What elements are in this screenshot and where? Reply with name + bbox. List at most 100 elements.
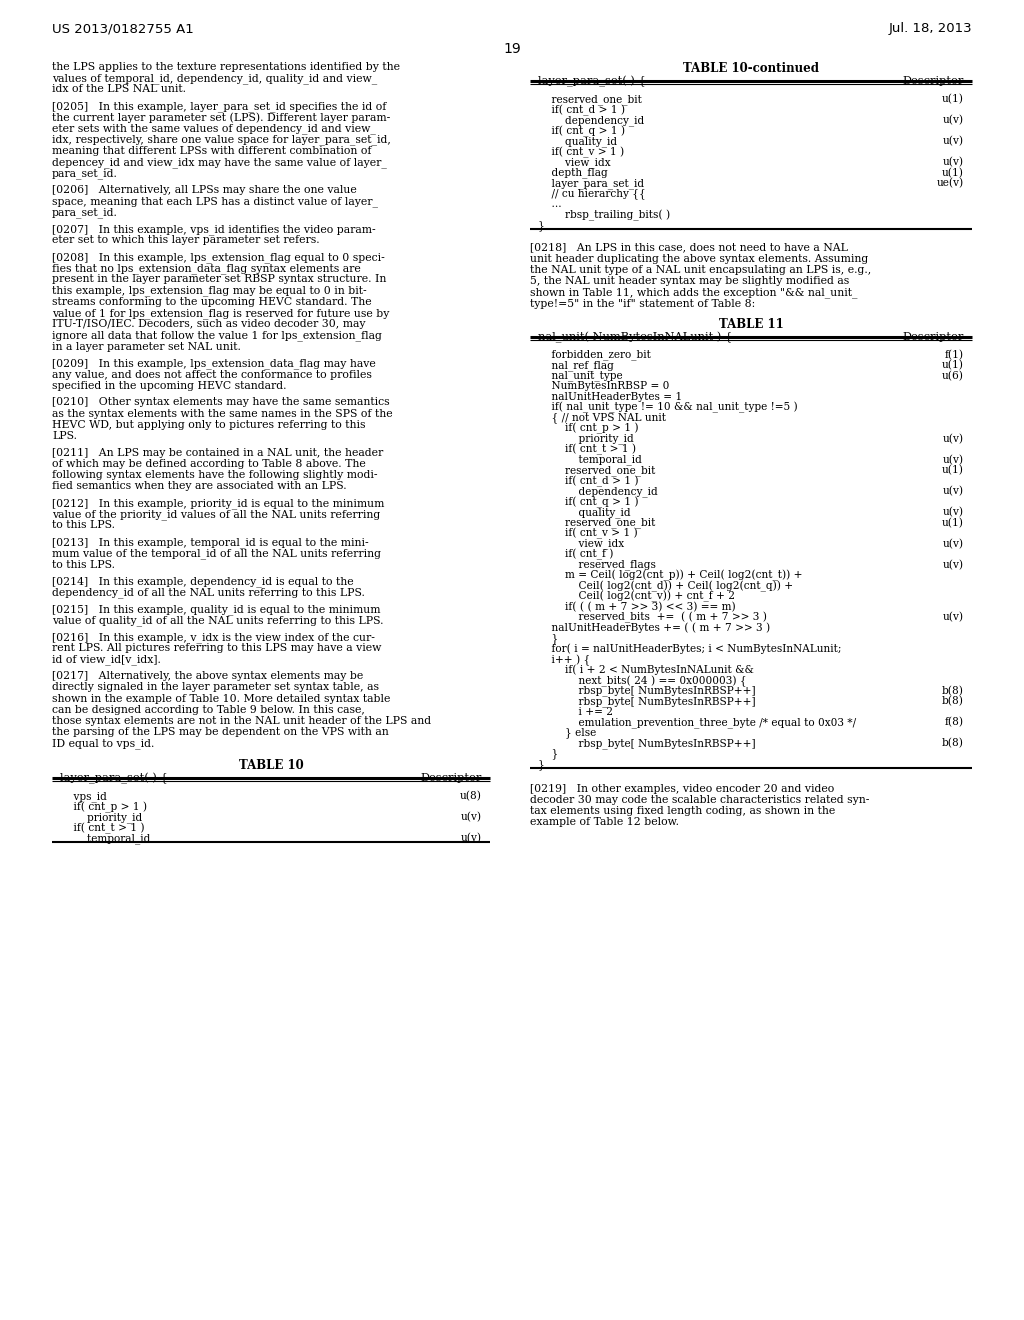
Text: layer_para_set( ) {: layer_para_set( ) {	[60, 774, 168, 784]
Text: if( cnt_q > 1 ): if( cnt_q > 1 )	[538, 496, 639, 508]
Text: meaning that different LPSs with different combination of: meaning that different LPSs with differe…	[52, 147, 372, 156]
Text: mum value of the temporal_id of all the NAL units referring: mum value of the temporal_id of all the …	[52, 548, 381, 558]
Text: nal_unit( NumBytesInNALunit ) {: nal_unit( NumBytesInNALunit ) {	[538, 331, 732, 343]
Text: dependency_id: dependency_id	[538, 486, 657, 496]
Text: idx, respectively, share one value space for layer_para_set_id,: idx, respectively, share one value space…	[52, 135, 391, 145]
Text: shown in the example of Table 10. More detailed syntax table: shown in the example of Table 10. More d…	[52, 693, 390, 704]
Text: LPS.: LPS.	[52, 432, 77, 441]
Text: depth_flag: depth_flag	[538, 168, 608, 178]
Text: [0217]   Alternatively, the above syntax elements may be: [0217] Alternatively, the above syntax e…	[52, 671, 364, 681]
Text: if( cnt_d > 1 ): if( cnt_d > 1 )	[538, 104, 625, 116]
Text: HEVC WD, but applying only to pictures referring to this: HEVC WD, but applying only to pictures r…	[52, 420, 366, 430]
Text: u(v): u(v)	[943, 612, 964, 623]
Text: [0207]   In this example, vps_id identifies the video param-: [0207] In this example, vps_id identifie…	[52, 224, 376, 235]
Text: Descriptor: Descriptor	[902, 77, 964, 86]
Text: US 2013/0182755 A1: US 2013/0182755 A1	[52, 22, 194, 36]
Text: if( i + 2 < NumBytesInNALunit &&: if( i + 2 < NumBytesInNALunit &&	[538, 665, 754, 676]
Text: directly signaled in the layer parameter set syntax table, as: directly signaled in the layer parameter…	[52, 682, 379, 692]
Text: reserved_one_bit: reserved_one_bit	[538, 465, 655, 477]
Text: u(1): u(1)	[942, 360, 964, 371]
Text: [0214]   In this example, dependency_id is equal to the: [0214] In this example, dependency_id is…	[52, 577, 353, 587]
Text: u(v): u(v)	[943, 136, 964, 147]
Text: space, meaning that each LPS has a distinct value of layer_: space, meaning that each LPS has a disti…	[52, 197, 378, 207]
Text: for( i = nalUnitHeaderBytes; i < NumBytesInNALunit;: for( i = nalUnitHeaderBytes; i < NumByte…	[538, 644, 842, 655]
Text: in a layer parameter set NAL unit.: in a layer parameter set NAL unit.	[52, 342, 241, 351]
Text: u(v): u(v)	[943, 486, 964, 496]
Text: those syntax elements are not in the NAL unit header of the LPS and: those syntax elements are not in the NAL…	[52, 715, 431, 726]
Text: following syntax elements have the following slightly modi-: following syntax elements have the follo…	[52, 470, 378, 480]
Text: nal_ref_flag: nal_ref_flag	[538, 360, 613, 371]
Text: // cu hierarchy {{: // cu hierarchy {{	[538, 189, 646, 199]
Text: rbsp_trailing_bits( ): rbsp_trailing_bits( )	[538, 210, 670, 220]
Text: [0218]   An LPS in this case, does not need to have a NAL: [0218] An LPS in this case, does not nee…	[530, 243, 848, 252]
Text: example of Table 12 below.: example of Table 12 below.	[530, 817, 679, 828]
Text: the current layer parameter set (LPS). Different layer param-: the current layer parameter set (LPS). D…	[52, 112, 390, 123]
Text: Ceil( log2(cnt_d)) + Ceil( log2(cnt_q)) +: Ceil( log2(cnt_d)) + Ceil( log2(cnt_q)) …	[538, 581, 794, 591]
Text: temporal_id: temporal_id	[538, 454, 642, 466]
Text: rbsp_byte[ NumBytesInRBSP++]: rbsp_byte[ NumBytesInRBSP++]	[538, 696, 756, 708]
Text: layer_para_set_id: layer_para_set_id	[538, 178, 644, 189]
Text: u(1): u(1)	[942, 168, 964, 178]
Text: eter set to which this layer parameter set refers.: eter set to which this layer parameter s…	[52, 235, 319, 246]
Text: quality_id: quality_id	[538, 136, 617, 147]
Text: this example, lps_extension_flag may be equal to 0 in bit-: this example, lps_extension_flag may be …	[52, 285, 367, 296]
Text: view_idx: view_idx	[538, 157, 610, 168]
Text: [0210]   Other syntax elements may have the same semantics: [0210] Other syntax elements may have th…	[52, 397, 389, 408]
Text: layer_para_set( ) {: layer_para_set( ) {	[538, 77, 645, 87]
Text: rent LPS. All pictures referring to this LPS may have a view: rent LPS. All pictures referring to this…	[52, 643, 381, 653]
Text: specified in the upcoming HEVC standard.: specified in the upcoming HEVC standard.	[52, 380, 287, 391]
Text: quality_id: quality_id	[538, 507, 631, 517]
Text: value of 1 for lps_extension_flag is reserved for future use by: value of 1 for lps_extension_flag is res…	[52, 308, 389, 318]
Text: } else: } else	[538, 727, 596, 738]
Text: of which may be defined according to Table 8 above. The: of which may be defined according to Tab…	[52, 459, 366, 469]
Text: u(8): u(8)	[460, 791, 482, 801]
Text: Descriptor: Descriptor	[421, 774, 482, 783]
Text: u(v): u(v)	[461, 833, 482, 843]
Text: fied semantics when they are associated with an LPS.: fied semantics when they are associated …	[52, 482, 347, 491]
Text: eter sets with the same values of dependency_id and view_: eter sets with the same values of depend…	[52, 124, 376, 135]
Text: rbsp_byte[ NumBytesInRBSP++]: rbsp_byte[ NumBytesInRBSP++]	[538, 738, 756, 748]
Text: TABLE 10-continued: TABLE 10-continued	[683, 62, 819, 75]
Text: dependency_id: dependency_id	[538, 115, 644, 125]
Text: }: }	[538, 748, 558, 759]
Text: }: }	[538, 759, 545, 770]
Text: value of the priority_id values of all the NAL units referring: value of the priority_id values of all t…	[52, 510, 380, 520]
Text: if( cnt_p > 1 ): if( cnt_p > 1 )	[538, 424, 639, 434]
Text: f(8): f(8)	[945, 717, 964, 727]
Text: Jul. 18, 2013: Jul. 18, 2013	[889, 22, 972, 36]
Text: u(v): u(v)	[943, 434, 964, 444]
Text: if( cnt_d > 1 ): if( cnt_d > 1 )	[538, 475, 639, 487]
Text: 19: 19	[503, 42, 521, 55]
Text: ID equal to vps_id.: ID equal to vps_id.	[52, 738, 155, 748]
Text: as the syntax elements with the same names in the SPS of the: as the syntax elements with the same nam…	[52, 409, 392, 418]
Text: if( cnt_t > 1 ): if( cnt_t > 1 )	[60, 822, 144, 834]
Text: dependency_id of all the NAL units referring to this LPS.: dependency_id of all the NAL units refer…	[52, 587, 365, 598]
Text: value of quality_id of all the NAL units referring to this LPS.: value of quality_id of all the NAL units…	[52, 615, 384, 626]
Text: forbidden_zero_bit: forbidden_zero_bit	[538, 350, 651, 360]
Text: if( cnt_v > 1 ): if( cnt_v > 1 )	[538, 147, 624, 158]
Text: nalUnitHeaderBytes = 1: nalUnitHeaderBytes = 1	[538, 392, 682, 401]
Text: reserved_flags: reserved_flags	[538, 560, 656, 570]
Text: ue(v): ue(v)	[937, 178, 964, 189]
Text: u(1): u(1)	[942, 517, 964, 528]
Text: ignore all data that follow the value 1 for lps_extension_flag: ignore all data that follow the value 1 …	[52, 330, 382, 341]
Text: if( cnt_p > 1 ): if( cnt_p > 1 )	[60, 801, 147, 813]
Text: the NAL unit type of a NAL unit encapsulating an LPS is, e.g.,: the NAL unit type of a NAL unit encapsul…	[530, 265, 871, 275]
Text: priority_id: priority_id	[60, 812, 142, 822]
Text: [0215]   In this example, quality_id is equal to the minimum: [0215] In this example, quality_id is eq…	[52, 605, 381, 615]
Text: TABLE 10: TABLE 10	[239, 759, 303, 772]
Text: nal_unit_type: nal_unit_type	[538, 371, 623, 381]
Text: m = Ceil( log2(cnt_p)) + Ceil( log2(cnt_t)) +: m = Ceil( log2(cnt_p)) + Ceil( log2(cnt_…	[538, 570, 803, 582]
Text: [0216]   In this example, v_idx is the view index of the cur-: [0216] In this example, v_idx is the vie…	[52, 632, 375, 643]
Text: u(v): u(v)	[943, 507, 964, 517]
Text: u(1): u(1)	[942, 94, 964, 104]
Text: the parsing of the LPS may be dependent on the VPS with an: the parsing of the LPS may be dependent …	[52, 727, 389, 737]
Text: present in the layer parameter set RBSP syntax structure. In: present in the layer parameter set RBSP …	[52, 275, 386, 284]
Text: [0209]   In this example, lps_extension_data_flag may have: [0209] In this example, lps_extension_da…	[52, 358, 376, 370]
Text: }: }	[538, 220, 545, 231]
Text: ITU-T/ISO/IEC. Decoders, such as video decoder 30, may: ITU-T/ISO/IEC. Decoders, such as video d…	[52, 319, 366, 329]
Text: para_set_id.: para_set_id.	[52, 169, 118, 180]
Text: u(v): u(v)	[943, 115, 964, 125]
Text: id of view_id[v_idx].: id of view_id[v_idx].	[52, 655, 161, 665]
Text: u(v): u(v)	[943, 539, 964, 549]
